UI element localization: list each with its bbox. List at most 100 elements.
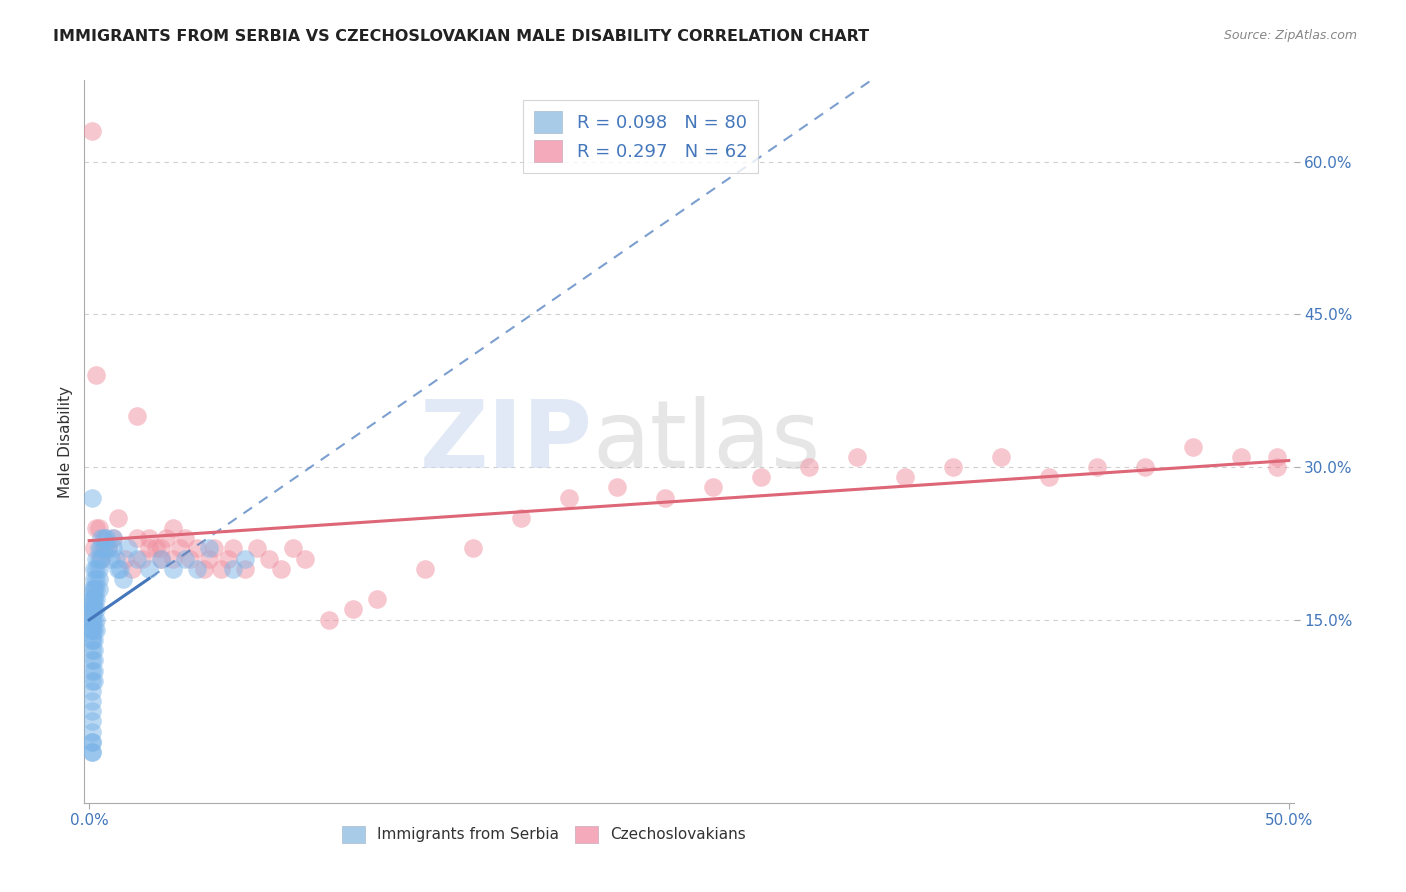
Point [209,562,232,576]
Point [80,592,103,607]
Point [233,551,256,566]
Point [93,531,115,545]
Point [83,643,105,657]
Point [87,541,110,556]
Point [193,562,215,576]
Point [80,704,103,718]
Point [202,541,225,556]
Point [101,541,124,556]
Point [80,602,103,616]
Point [80,613,103,627]
Point [169,541,191,556]
Point [127,531,149,545]
Point [1265,460,1288,475]
Point [86,613,108,627]
Point [845,450,868,464]
Point [87,572,110,586]
Point [86,368,108,383]
Point [83,582,105,596]
Point [104,551,127,566]
Point [80,582,103,596]
Point [558,491,581,505]
Point [86,521,108,535]
Point [80,613,103,627]
Point [80,745,103,759]
Point [80,491,103,505]
Point [101,531,124,545]
Point [894,470,917,484]
Point [510,511,533,525]
Point [86,592,108,607]
Point [246,541,269,556]
Point [97,541,120,556]
Point [186,541,208,556]
Point [107,511,129,525]
Point [80,735,103,749]
Point [86,551,108,566]
Point [127,409,149,423]
Point [162,521,184,535]
Point [80,623,103,637]
Point [942,460,965,475]
Point [294,551,316,566]
Point [174,551,197,566]
Point [366,592,388,607]
Point [87,551,110,566]
Point [80,592,103,607]
Point [86,623,108,637]
Point [162,562,184,576]
Point [145,541,167,556]
Point [749,470,772,484]
Point [80,735,103,749]
Point [1229,450,1251,464]
Point [94,531,117,545]
Point [80,694,103,708]
Point [138,531,160,545]
Text: ZIP: ZIP [419,395,592,488]
Point [702,480,724,494]
Point [114,551,136,566]
Point [80,602,103,616]
Point [83,623,105,637]
Point [83,602,105,616]
Point [1265,450,1288,464]
Point [83,582,105,596]
Point [179,551,201,566]
Point [80,664,103,678]
Point [83,673,105,688]
Point [461,541,484,556]
Point [222,562,245,576]
Point [413,562,436,576]
Point [90,551,112,566]
Point [101,531,124,545]
Point [138,541,160,556]
Point [80,643,103,657]
Point [131,551,153,566]
Point [281,541,304,556]
Point [111,572,134,586]
Point [80,724,103,739]
Point [83,562,105,576]
Point [174,531,197,545]
Point [80,623,103,637]
Point [83,602,105,616]
Point [83,592,105,607]
Point [83,653,105,667]
Point [80,684,103,698]
Point [90,541,112,556]
Point [80,673,103,688]
Point [110,562,132,576]
Point [83,541,105,556]
Point [80,745,103,759]
Point [150,551,173,566]
Point [270,562,292,576]
Point [87,582,110,596]
Point [155,531,177,545]
Point [606,480,628,494]
Point [90,531,112,545]
Point [80,714,103,729]
Point [87,521,110,535]
Point [217,551,239,566]
Text: IMMIGRANTS FROM SERBIA VS CZECHOSLOVAKIAN MALE DISABILITY CORRELATION CHART: IMMIGRANTS FROM SERBIA VS CZECHOSLOVAKIA… [53,29,869,44]
Point [83,632,105,647]
